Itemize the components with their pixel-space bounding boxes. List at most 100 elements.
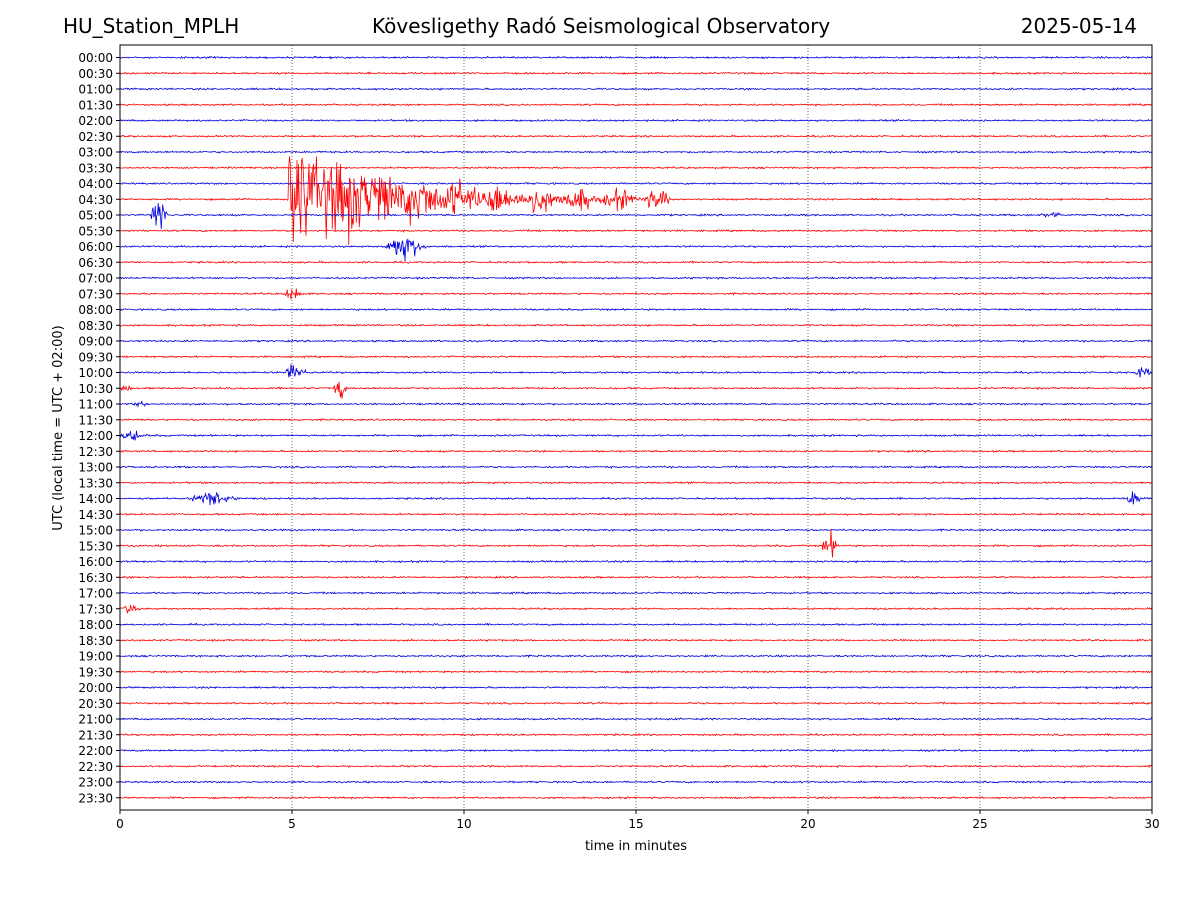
- trace-05:30: [119, 228, 1153, 233]
- date-title: 2025-05-14: [1020, 14, 1137, 38]
- y-tick-label-01:00: 01:00: [78, 83, 113, 97]
- y-tick-label-12:00: 12:00: [78, 429, 113, 443]
- y-axis-label: UTC (local time = UTC + 02:00): [51, 325, 66, 530]
- trace-13:00: [119, 465, 1153, 470]
- y-tick-label-09:30: 09:30: [78, 350, 113, 364]
- trace-10:30: [119, 381, 1153, 399]
- y-tick-label-07:30: 07:30: [78, 287, 113, 301]
- x-tick-label-25: 25: [972, 817, 987, 831]
- y-tick-label-04:00: 04:00: [78, 177, 113, 191]
- x-tick-label-15: 15: [628, 817, 643, 831]
- trace-23:30: [119, 796, 1153, 800]
- grid-lines: [291, 45, 981, 810]
- trace-16:00: [119, 559, 1153, 564]
- y-tick-label-07:00: 07:00: [78, 272, 113, 286]
- trace-15:30: [119, 529, 1153, 558]
- trace-17:30: [119, 604, 1153, 614]
- x-tick-label-10: 10: [456, 817, 471, 831]
- trace-14:00: [119, 491, 1153, 506]
- y-tick-label-16:30: 16:30: [78, 571, 113, 585]
- x-tick-label-5: 5: [288, 817, 296, 831]
- trace-11:30: [119, 417, 1153, 422]
- trace-02:00: [119, 118, 1153, 123]
- y-tick-label-06:30: 06:30: [78, 256, 113, 270]
- y-tick-label-17:30: 17:30: [78, 602, 113, 616]
- trace-16:30: [119, 575, 1153, 580]
- trace-09:30: [119, 354, 1153, 359]
- y-tick-label-18:30: 18:30: [78, 634, 113, 648]
- trace-08:30: [119, 323, 1153, 328]
- y-tick-label-12:30: 12:30: [78, 445, 113, 459]
- trace-06:00: [119, 238, 1153, 262]
- y-tick-label-13:00: 13:00: [78, 461, 113, 475]
- trace-layer: [119, 55, 1153, 800]
- y-tick-label-06:00: 06:00: [78, 240, 113, 254]
- trace-12:30: [119, 449, 1153, 454]
- trace-19:30: [119, 669, 1153, 674]
- y-tick-label-11:30: 11:30: [78, 413, 113, 427]
- trace-17:00: [119, 591, 1153, 596]
- trace-03:00: [119, 150, 1153, 154]
- trace-00:00: [119, 55, 1153, 60]
- trace-11:00: [119, 400, 1153, 408]
- trace-00:30: [119, 71, 1153, 76]
- y-tick-label-13:30: 13:30: [78, 476, 113, 490]
- y-tick-label-02:00: 02:00: [78, 114, 113, 128]
- x-ticks: 0 5 10 15 20 25 30: [116, 810, 1160, 831]
- y-tick-label-08:00: 08:00: [78, 303, 113, 317]
- y-tick-label-18:00: 18:00: [78, 618, 113, 632]
- y-tick-label-15:00: 15:00: [78, 524, 113, 538]
- observatory-title: Kövesligethy Radó Seismological Observat…: [372, 14, 831, 38]
- y-tick-label-21:00: 21:00: [78, 713, 113, 727]
- y-tick-label-20:30: 20:30: [78, 697, 113, 711]
- trace-14:30: [119, 512, 1153, 517]
- trace-23:00: [119, 780, 1153, 784]
- y-tick-label-00:00: 00:00: [78, 51, 113, 65]
- trace-21:00: [119, 717, 1153, 721]
- y-tick-label-11:00: 11:00: [78, 398, 113, 412]
- trace-05:00: [119, 203, 1153, 230]
- y-tick-label-05:00: 05:00: [78, 209, 113, 223]
- y-tick-label-14:30: 14:30: [78, 508, 113, 522]
- y-tick-label-15:30: 15:30: [78, 539, 113, 553]
- y-tick-label-14:00: 14:00: [78, 492, 113, 506]
- trace-22:30: [119, 764, 1153, 769]
- y-tick-label-16:00: 16:00: [78, 555, 113, 569]
- x-tick-label-20: 20: [800, 817, 815, 831]
- x-axis-label: time in minutes: [585, 839, 687, 854]
- trace-02:30: [119, 134, 1153, 139]
- y-tick-label-05:30: 05:30: [78, 224, 113, 238]
- y-tick-label-23:00: 23:00: [78, 776, 113, 790]
- trace-10:00: [119, 364, 1153, 378]
- trace-20:30: [119, 701, 1153, 706]
- trace-21:30: [119, 732, 1153, 737]
- trace-18:30: [119, 638, 1153, 643]
- trace-03:30: [119, 165, 1153, 170]
- y-tick-label-09:00: 09:00: [78, 335, 113, 349]
- y-tick-label-10:00: 10:00: [78, 366, 113, 380]
- trace-01:00: [119, 87, 1153, 91]
- trace-07:00: [119, 276, 1153, 280]
- y-tick-label-19:30: 19:30: [78, 665, 113, 679]
- trace-13:30: [119, 480, 1153, 485]
- y-tick-label-03:00: 03:00: [78, 146, 113, 160]
- y-tick-label-08:30: 08:30: [78, 319, 113, 333]
- y-tick-label-21:30: 21:30: [78, 728, 113, 742]
- y-tick-label-17:00: 17:00: [78, 587, 113, 601]
- trace-07:30: [119, 288, 1153, 300]
- y-tick-label-23:30: 23:30: [78, 791, 113, 805]
- y-tick-label-00:30: 00:30: [78, 67, 113, 81]
- x-tick-label-0: 0: [116, 817, 124, 831]
- trace-18:00: [119, 622, 1152, 627]
- y-tick-label-04:30: 04:30: [78, 193, 113, 207]
- trace-20:00: [119, 685, 1153, 690]
- trace-12:00: [119, 430, 1153, 441]
- y-tick-label-03:30: 03:30: [78, 161, 113, 175]
- trace-04:30: [119, 156, 1153, 246]
- y-tick-label-19:00: 19:00: [78, 650, 113, 664]
- trace-08:00: [119, 307, 1153, 312]
- trace-15:00: [119, 528, 1153, 533]
- station-title: HU_Station_MPLH: [63, 14, 240, 38]
- trace-06:30: [119, 260, 1153, 264]
